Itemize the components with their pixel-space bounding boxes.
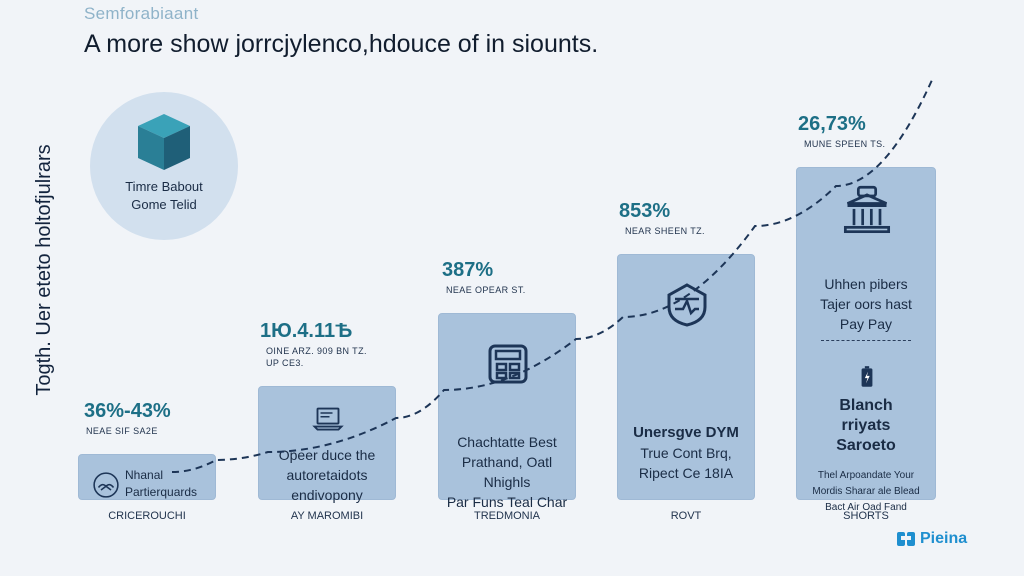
calculator-icon	[488, 344, 528, 384]
supertitle: Semforabiaant	[84, 4, 199, 23]
x-tick-label: AY MAROMIBI	[290, 510, 364, 522]
bank-icon	[843, 185, 891, 234]
bar-text-line: Uhhen pibers	[824, 276, 908, 292]
intro-badge: Timre Babout Gome Telid	[90, 92, 238, 240]
bar-text-block: Opeer duce the autoretaidots endivopony	[263, 445, 391, 505]
handshake-icon	[93, 472, 119, 498]
bar-text-block: Blanch rriyats Saroeto	[801, 396, 931, 456]
bar-text-block: Uhhen pibers Tajer oors hast Pay Pay	[801, 274, 931, 334]
bar-text-line: Par Funs Teal Char	[446, 494, 568, 510]
page-title: A more show jorrcjylenco,hdouce of in si…	[84, 30, 599, 58]
bar-text-line: Bact Air Oad Fand	[825, 502, 907, 513]
value-label: 26,73%	[798, 113, 866, 135]
trend-line	[171, 79, 933, 473]
value-label: 387%	[442, 259, 494, 281]
value-sublabel: NEAE OPEAR ST.	[446, 285, 526, 295]
bar-text-line: True Cont Brq,	[640, 445, 732, 461]
bar-text-line: Ripect Ce 18IA	[638, 465, 734, 481]
bar-text-block: Chachtatte Best Prathand, Oatl Nhighls Par…	[443, 432, 571, 512]
x-tick-label: CRICEROUCHI	[108, 510, 186, 522]
bar-divider	[821, 340, 911, 341]
value-label: 1Ю.4.11Ѣ	[260, 320, 353, 342]
bar-text-line: Opeer duce the	[278, 447, 376, 463]
bar-text-line: Blanch	[839, 397, 893, 414]
bar-text-line: Unersgve DYM	[633, 424, 739, 441]
value-sublabel: NEAE SIF SA2E	[86, 426, 158, 436]
battery-icon	[861, 366, 873, 387]
x-tick-label: ROVT	[670, 510, 702, 522]
bar-text-block: Unersgve DYM True Cont Brq, Ripect Ce 18IA	[622, 423, 750, 483]
cube-icon	[138, 114, 190, 170]
bar-text-line: Tajer oors hast	[820, 296, 912, 312]
x-tick-label: TREDMONIA	[474, 510, 540, 522]
value-sublabel: UP CE3.	[266, 358, 304, 368]
bar-text-block: Thel Arpoandate Your Mordis Sharar ale Bl…	[801, 468, 931, 516]
logo-icon	[897, 532, 915, 546]
badge-line-2: Gome Telid	[131, 197, 197, 212]
bar-text-line: endivopony	[291, 487, 363, 503]
brand-logo: Pieina	[896, 530, 967, 548]
bar-text-line: rriyats	[841, 417, 891, 434]
value-label: 853%	[619, 200, 671, 222]
bar-text-block: Nhanal Partierquards	[125, 467, 211, 501]
bar-text-line: Thel Arpoandate Your	[817, 470, 915, 481]
bar-text-line: autoretaidots	[286, 467, 368, 483]
bar-text-line: Prathand, Oatl Nhighls	[461, 454, 553, 490]
bar-text-line: Pay Pay	[839, 316, 893, 332]
value-sublabel: OINE ARZ. 909 BN TZ.	[266, 346, 367, 356]
bar-4: Uhhen pibers Tajer oors hast Pay Pay Blanc…	[796, 167, 936, 513]
x-tick-label: SHORTS	[843, 510, 889, 522]
bar-text-line: Nhanal	[125, 468, 164, 482]
value-sublabel: MUNE SPEEN TS.	[804, 139, 886, 149]
shield-icon	[667, 283, 707, 327]
bar-1: Opeer duce the autoretaidots endivopony	[258, 386, 396, 503]
bar-text-line: Mordis Sharar ale Blead	[812, 486, 920, 497]
laptop-icon	[312, 407, 344, 431]
bar-text-line: Saroeto	[836, 437, 896, 454]
bar-3: Unersgve DYM True Cont Brq, Ripect Ce 18IA	[617, 254, 755, 500]
bar-2: Chachtatte Best Prathand, Oatl Nhighls Par…	[438, 313, 576, 510]
bar-text-line: Partierquards	[125, 485, 198, 499]
bar-text-line: Chachtatte Best	[457, 434, 557, 450]
bar-0: Nhanal Partierquards	[78, 454, 216, 500]
value-sublabel: NEAR SHEEN TZ.	[625, 226, 705, 236]
value-label: 36%-43%	[84, 400, 171, 422]
logo-text: Pieina	[920, 530, 968, 547]
badge-line-1: Timre Babout	[125, 179, 203, 194]
